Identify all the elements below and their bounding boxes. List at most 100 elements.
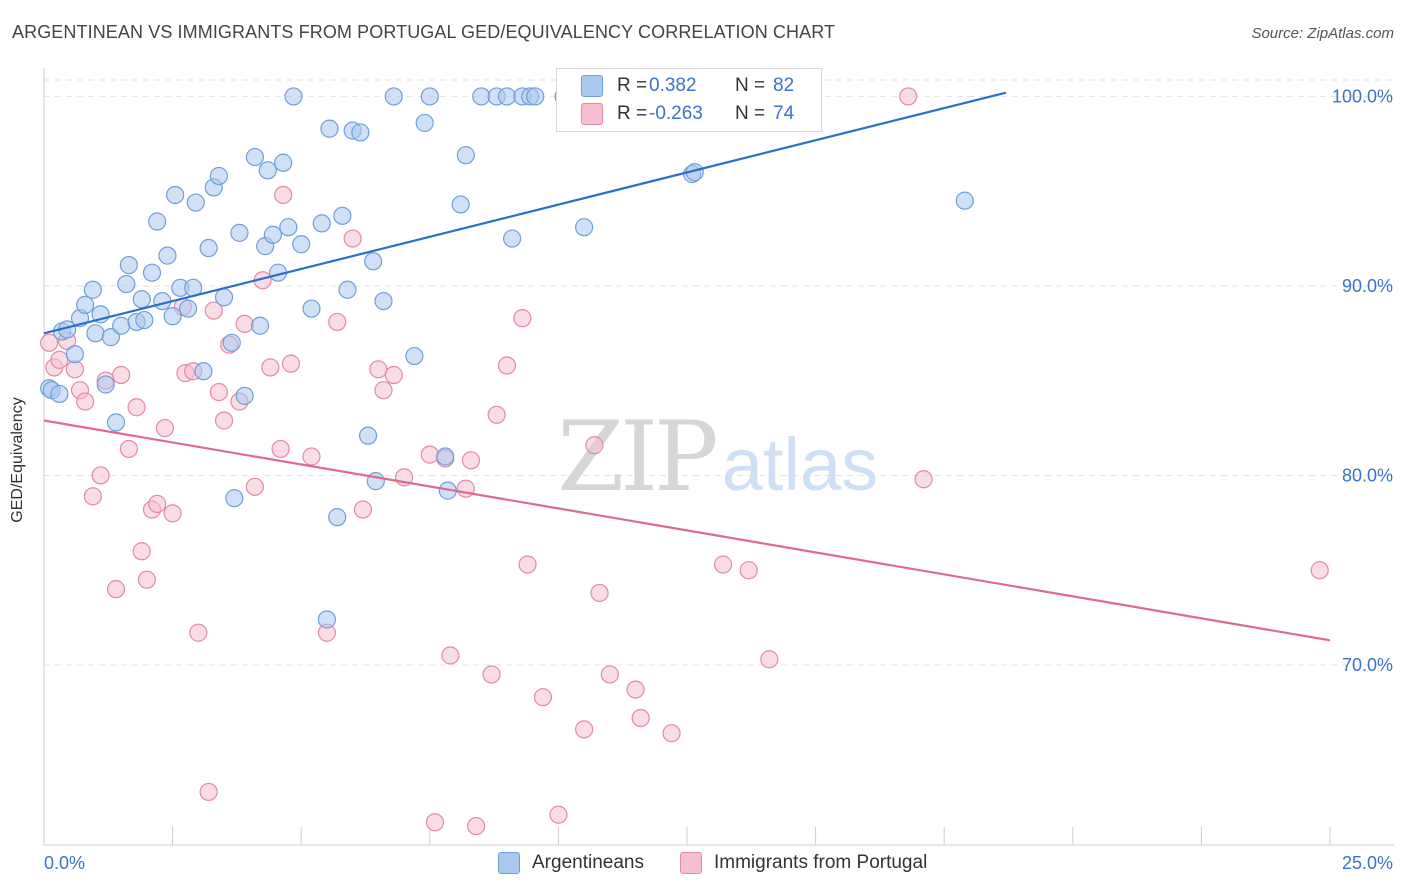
x-tick-label: 25.0%: [1342, 853, 1393, 873]
data-point-argentineans: [76, 295, 95, 314]
data-point-portugal: [106, 580, 126, 599]
data-point-portugal: [466, 816, 486, 836]
data-point-argentineans: [351, 123, 370, 142]
data-point-argentineans: [456, 146, 475, 165]
data-point-portugal: [899, 87, 918, 106]
data-point-argentineans: [250, 316, 270, 335]
data-point-portugal: [713, 555, 733, 574]
data-point-argentineans: [245, 147, 265, 167]
svg-text:atlas: atlas: [722, 423, 878, 506]
y-tick-label: 90.0%: [1342, 276, 1393, 296]
data-point-argentineans: [186, 193, 205, 212]
data-point-portugal: [585, 436, 604, 455]
y-tick-label: 70.0%: [1342, 655, 1393, 675]
legend-swatch-pink: [680, 852, 702, 874]
data-point-argentineans: [497, 87, 517, 106]
data-point-argentineans: [374, 292, 393, 311]
data-point-portugal: [132, 542, 151, 561]
data-point-portugal: [119, 439, 138, 459]
data-point-argentineans: [96, 375, 115, 394]
data-point-portugal: [549, 805, 568, 824]
legend-swatch-blue: [498, 852, 520, 874]
data-point-argentineans: [199, 238, 218, 258]
data-point-argentineans: [292, 235, 311, 254]
data-point-argentineans: [263, 225, 283, 244]
data-point-argentineans: [384, 87, 403, 106]
data-point-portugal: [513, 309, 532, 328]
legend-n-label: N =: [735, 75, 766, 96]
data-point-argentineans: [117, 274, 136, 294]
data-point-argentineans: [209, 166, 228, 186]
data-point-argentineans: [472, 87, 491, 106]
data-point-argentineans: [415, 113, 434, 133]
data-point-argentineans: [302, 299, 321, 318]
data-point-portugal: [271, 439, 290, 459]
data-point-argentineans: [279, 218, 298, 237]
data-point-argentineans: [333, 206, 352, 225]
data-point-portugal: [83, 487, 102, 506]
data-point-portugal: [204, 301, 223, 320]
data-point-portugal: [533, 688, 553, 707]
data-point-portugal: [461, 451, 481, 470]
data-point-argentineans: [50, 384, 69, 404]
x-tick-label: 0.0%: [44, 853, 85, 873]
legend-label-portugal: Immigrants from Portugal: [714, 852, 928, 873]
legend-r-value: 0.382: [649, 75, 697, 96]
data-point-portugal: [487, 405, 506, 424]
data-point-argentineans: [284, 87, 303, 106]
data-point-argentineans: [142, 263, 162, 282]
data-point-portugal: [739, 561, 758, 580]
data-point-portugal: [441, 646, 460, 665]
legend-swatch-pink: [581, 103, 603, 125]
data-point-portugal: [590, 583, 609, 603]
data-point-portugal: [760, 650, 779, 669]
trend-line-portugal: [43, 419, 1331, 642]
series-legend: Argentineans Immigrants from Portugal: [0, 852, 1406, 878]
data-point-portugal: [1310, 561, 1329, 580]
data-point-portugal: [199, 782, 218, 802]
legend-r-value: -0.263: [649, 103, 703, 124]
data-point-argentineans: [119, 255, 138, 275]
data-point-argentineans: [225, 489, 244, 508]
data-point-argentineans: [955, 191, 974, 210]
data-point-argentineans: [86, 324, 105, 343]
data-point-argentineans: [214, 288, 234, 307]
data-point-argentineans: [135, 310, 154, 330]
data-point-portugal: [343, 229, 362, 248]
data-point-argentineans: [222, 333, 241, 352]
data-point-argentineans: [436, 447, 455, 466]
data-point-portugal: [353, 500, 373, 519]
data-point-portugal: [112, 365, 131, 385]
data-point-portugal: [600, 665, 619, 684]
legend-item-portugal: Immigrants from Portugal: [680, 852, 927, 874]
data-point-portugal: [245, 477, 265, 496]
correlation-legend: R = 0.382 N = 82 R = -0.263 N = 74: [556, 68, 822, 132]
tick-labels: 70.0% 80.0% 90.0% 100.0% 0.0% 25.0%: [44, 86, 1393, 873]
trend-line-argentineans: [43, 91, 1007, 335]
data-point-argentineans: [258, 161, 277, 180]
y-tick-label: 100.0%: [1332, 86, 1393, 106]
data-point-portugal: [65, 360, 84, 379]
y-axis-label: GED/Equivalency: [9, 397, 26, 523]
data-point-argentineans: [364, 252, 383, 271]
data-point-portugal: [209, 382, 228, 402]
data-point-argentineans: [83, 280, 102, 299]
data-point-argentineans: [320, 119, 339, 138]
axes: [43, 68, 1394, 846]
data-point-portugal: [425, 813, 445, 832]
legend-item-argentineans: Argentineans: [498, 852, 644, 874]
data-point-portugal: [631, 708, 650, 728]
data-point-argentineans: [65, 345, 84, 364]
data-point-portugal: [189, 623, 208, 642]
source-label: Source: ZipAtlas.com: [1251, 25, 1394, 42]
data-point-portugal: [137, 570, 156, 589]
data-point-argentineans: [194, 362, 213, 381]
data-point-argentineans: [158, 246, 177, 265]
data-point-argentineans: [358, 426, 378, 445]
data-point-portugal: [518, 555, 537, 574]
data-point-portugal: [302, 447, 321, 466]
data-point-portugal: [40, 333, 59, 352]
data-point-portugal: [76, 392, 95, 411]
data-point-argentineans: [317, 610, 337, 629]
